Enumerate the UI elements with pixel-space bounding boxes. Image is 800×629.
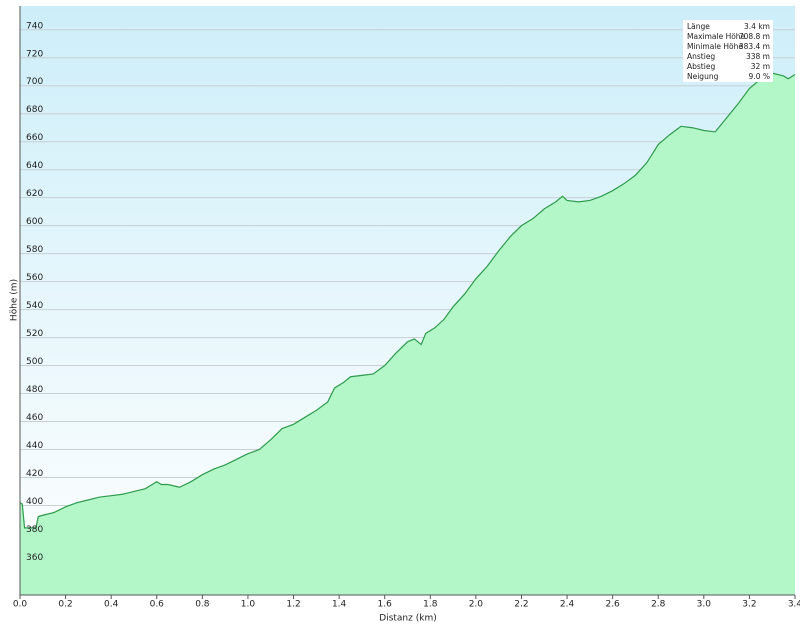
y-tick-label: 520 <box>26 329 43 339</box>
x-tick-label: 0.4 <box>104 600 119 610</box>
stat-value: 32 m <box>751 62 770 71</box>
x-tick-label: 2.4 <box>560 600 575 610</box>
y-tick-label: 480 <box>26 385 43 395</box>
y-tick-label: 620 <box>26 189 43 199</box>
y-tick-label: 540 <box>26 301 43 311</box>
y-tick-label: 380 <box>26 525 43 535</box>
x-tick-label: 3.0 <box>697 600 712 610</box>
x-tick-label: 1.4 <box>332 600 347 610</box>
stats-box <box>683 20 773 82</box>
x-axis-title: Distanz (km) <box>379 614 436 624</box>
stat-label: Neigung <box>687 72 719 81</box>
stat-label: Maximale Höhe <box>687 32 746 41</box>
stat-value: 708.8 m <box>739 32 770 41</box>
stat-label: Länge <box>687 22 710 31</box>
stat-label: Minimale Höhe <box>687 42 743 51</box>
x-tick-label: 0.0 <box>13 600 28 610</box>
y-tick-label: 740 <box>26 21 43 31</box>
y-tick-label: 460 <box>26 413 43 423</box>
y-tick-label: 660 <box>26 133 43 143</box>
x-tick-label: 0.2 <box>58 600 72 610</box>
y-tick-label: 720 <box>26 49 43 59</box>
stat-value: 3.4 km <box>744 22 770 31</box>
x-tick-label: 2.8 <box>651 600 666 610</box>
y-tick-label: 580 <box>26 245 43 255</box>
stat-label: Anstieg <box>687 52 715 61</box>
stat-value: 338 m <box>746 52 770 61</box>
x-tick-label: 2.2 <box>514 600 528 610</box>
y-tick-label: 700 <box>26 77 43 87</box>
y-tick-label: 400 <box>26 497 43 507</box>
y-tick-label: 680 <box>26 105 43 115</box>
area-fill <box>20 73 795 595</box>
x-tick-label: 1.2 <box>286 600 300 610</box>
y-tick-label: 360 <box>26 553 43 563</box>
x-tick-label: 1.0 <box>241 600 256 610</box>
x-tick-label: 0.6 <box>150 600 165 610</box>
y-tick-label: 420 <box>26 469 43 479</box>
profile-line <box>19 72 796 529</box>
y-tick-label: 500 <box>26 357 43 367</box>
y-tick-label: 560 <box>26 273 43 283</box>
y-axis-title: Höhe (m) <box>10 279 20 321</box>
stat-label: Abstieg <box>687 62 715 71</box>
stat-value: 383.4 m <box>739 42 770 51</box>
x-tick-label: 2.6 <box>605 600 620 610</box>
x-tick-label: 2.0 <box>469 600 484 610</box>
marks <box>19 72 796 595</box>
x-tick-label: 1.6 <box>378 600 393 610</box>
stat-value: 9.0 % <box>749 72 770 81</box>
x-tick-label: 0.8 <box>195 600 210 610</box>
y-tick-label: 600 <box>26 217 43 227</box>
x-tick-label: 1.8 <box>423 600 438 610</box>
x-tick-label: 3.2 <box>742 600 756 610</box>
x-tick-label: 3.4 <box>788 600 800 610</box>
y-tick-label: 640 <box>26 161 43 171</box>
y-tick-label: 440 <box>26 441 43 451</box>
